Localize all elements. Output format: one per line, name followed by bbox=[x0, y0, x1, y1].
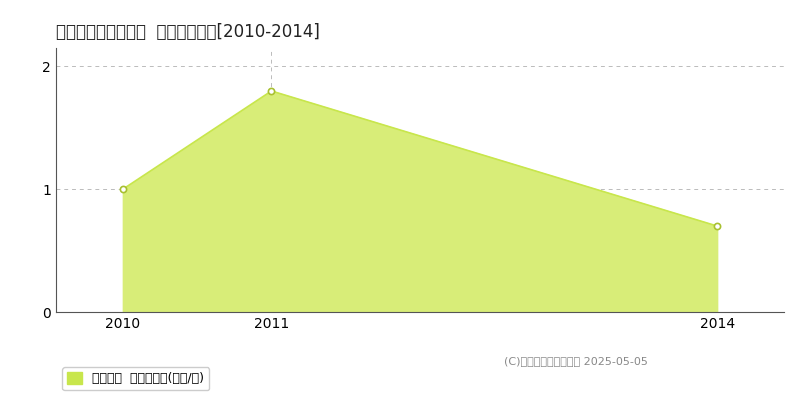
Point bbox=[265, 88, 278, 94]
Point bbox=[710, 223, 723, 229]
Text: 北津軽郡板柳町太田  土地価格推移[2010-2014]: 北津軽郡板柳町太田 土地価格推移[2010-2014] bbox=[56, 23, 320, 41]
Legend: 土地価格  平均坪単価(万円/坪): 土地価格 平均坪単価(万円/坪) bbox=[62, 367, 210, 390]
Text: (C)土地価格ドットコム 2025-05-05: (C)土地価格ドットコム 2025-05-05 bbox=[504, 356, 648, 366]
Point bbox=[117, 186, 130, 192]
